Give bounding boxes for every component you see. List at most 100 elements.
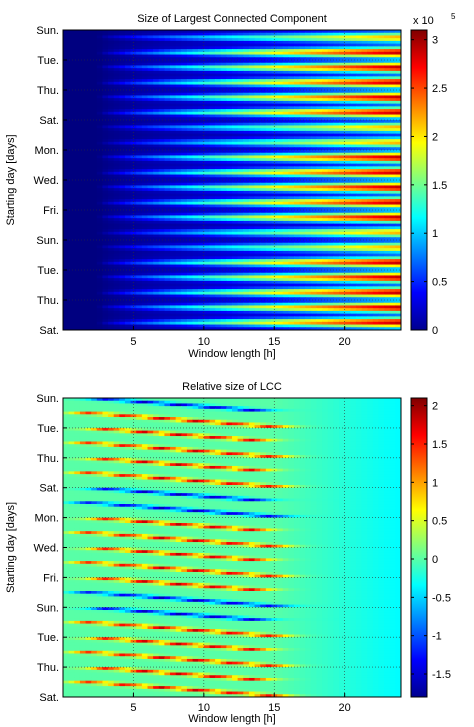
heat-cell [372,240,380,244]
heat-cell [79,204,87,208]
heat-cell [74,38,81,42]
heat-cell [63,218,70,222]
heat-cell [74,147,81,151]
heat-cell [170,234,177,238]
heat-cell [350,30,357,34]
heat-cell [226,106,233,110]
heat-cell [327,84,334,88]
heat-cell [310,253,318,257]
heat-cell [186,250,194,255]
heat-cell [136,177,143,181]
heat-cell [153,65,160,69]
heat-cell [288,95,295,99]
heat-cell [164,46,171,50]
heat-cell [372,117,380,121]
heat-cell [209,229,216,233]
heat-cell [355,204,363,208]
heat-cell [333,73,340,77]
heat-cell [384,117,391,121]
heat-cell [136,111,143,116]
heat-cell [361,234,368,238]
heat-cell [79,62,87,67]
heat-cell [175,155,182,159]
heat-cell [119,155,126,159]
heat-cell [232,226,239,230]
heat-cell [260,253,267,257]
heat-cell [74,120,81,124]
heat-cell [243,218,250,222]
heat-cell [361,171,368,176]
heat-cell [310,103,318,107]
heat-cell [203,245,211,249]
heat-cell [170,155,177,159]
heat-cell [192,133,199,137]
heat-cell [63,90,70,94]
heat-cell [63,220,70,225]
heat-cell [153,250,160,255]
heat-cell [372,174,380,178]
heat-cell [198,106,205,110]
heat-cell [316,163,323,167]
heat-cell [141,122,149,127]
heat-cell [198,49,205,53]
heat-cell [243,43,250,47]
heat-cell [344,68,351,72]
heat-cell [316,229,323,233]
heat-cell [102,250,109,255]
heat-cell [344,141,351,146]
heat-cell [282,188,289,192]
heat-cell [355,245,363,249]
heat-cell [85,160,92,165]
heat-cell [333,210,340,214]
heat-cell [248,185,256,189]
heat-cell [124,51,132,56]
heat-cell [248,98,256,102]
heat-cell [293,81,301,86]
heat-cell [248,166,256,170]
heat-cell [209,79,216,83]
heat-cell [226,204,233,208]
heat-cell [310,215,318,219]
heat-cell [361,163,368,167]
heat-cell [372,35,380,39]
heat-cell [203,46,211,50]
heat-cell [389,95,396,99]
heat-cell [288,185,295,189]
heat-cell [372,158,380,162]
heat-cell [226,158,233,162]
heat-cell [389,185,396,189]
heat-cell [158,133,165,137]
heat-cell [260,120,267,124]
heat-cell [344,90,351,94]
heat-cell [209,30,216,34]
heat-cell [119,81,126,86]
heat-cell [277,234,284,238]
heat-cell [260,147,267,151]
heat-cell [395,207,401,211]
heat-cell [282,215,289,219]
heat-cell [344,100,351,105]
heat-cell [164,188,171,192]
heat-cell [79,38,87,42]
heat-cell [170,40,177,45]
heat-cell [389,201,396,206]
heat-cell [277,150,284,154]
heat-cell [141,90,149,94]
heat-cell [237,92,244,97]
heat-cell [209,76,216,80]
heat-cell [68,98,75,102]
heat-cell [327,231,334,236]
heat-cell [102,87,109,91]
heat-cell [322,130,329,135]
heat-cell [310,193,318,197]
heat-cell [220,84,227,88]
heat-cell [344,51,351,56]
heat-cell [282,120,289,124]
heat-cell [282,122,289,127]
heat-cell [153,152,160,157]
heat-cell [277,100,284,105]
heat-cell [361,155,368,159]
heat-cell [395,226,401,230]
heat-cell [136,57,143,61]
heat-cell [164,196,171,200]
